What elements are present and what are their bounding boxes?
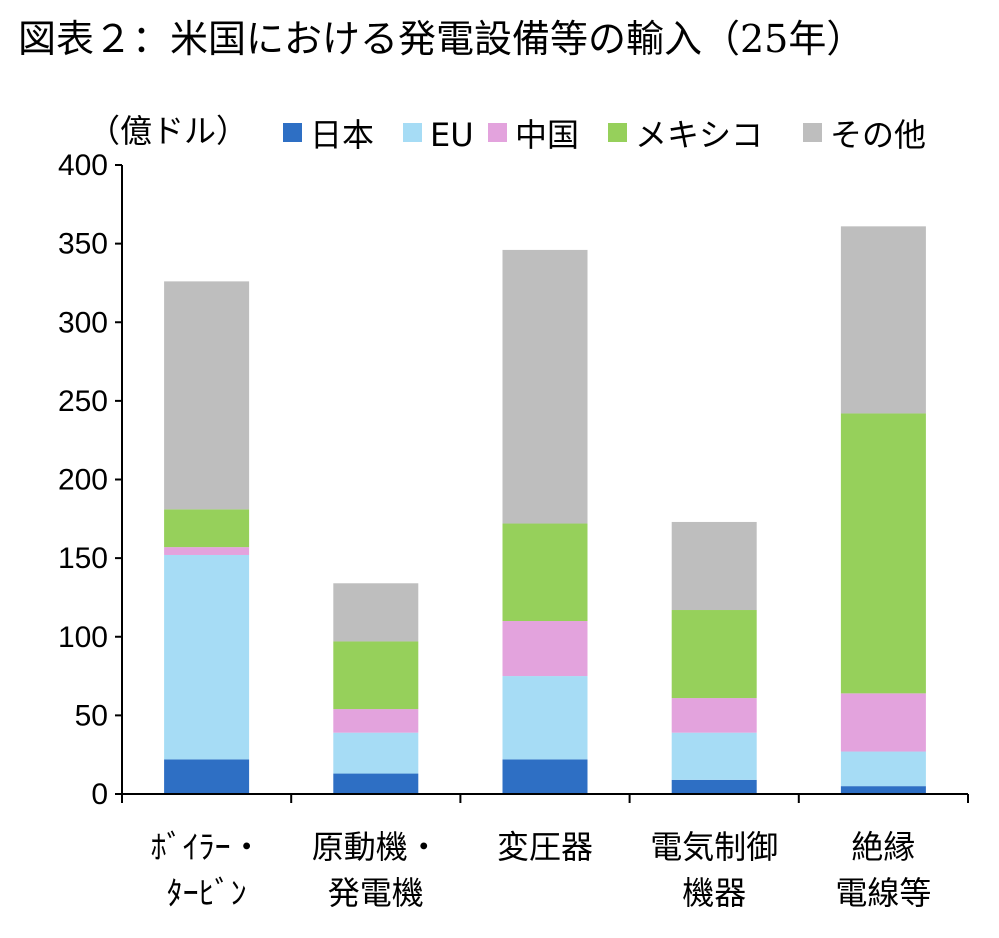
bar-segment-5-4: [840, 413, 926, 694]
y-tick-label-250: 250: [58, 385, 108, 418]
legend-label-1: 日本: [310, 116, 374, 154]
category-label-1: ﾎﾞｲﾗｰ・ ﾀｰﾋﾞﾝ: [151, 828, 263, 912]
legend-label-4: メキシコ: [635, 116, 763, 154]
bar-segment-3-1: [502, 759, 588, 794]
bar-segment-4-3: [671, 698, 757, 733]
category-label-line: ﾀｰﾋﾞﾝ: [167, 874, 247, 912]
bar-segment-2-5: [333, 583, 419, 642]
bar-segment-1-4: [164, 509, 250, 548]
bar-segment-2-3: [333, 709, 419, 733]
y-axis-unit-label: （億ドル）: [88, 112, 248, 150]
chart-title: 図表２：米国における発電設備等の輸入（25年）: [18, 17, 865, 61]
category-label-line: 電線等: [835, 874, 931, 912]
y-tick-label-350: 350: [58, 228, 108, 261]
y-tick-label-150: 150: [58, 542, 108, 575]
bar-segment-4-4: [671, 610, 757, 699]
category-label-5: 絶縁電線等: [835, 828, 931, 912]
bar-segment-3-3: [502, 621, 588, 677]
bar-segment-1-3: [164, 547, 250, 555]
category-label-line: 機器: [682, 874, 746, 912]
legend: （億ドル） 日本 EU 中国 メキシコ その他: [88, 112, 926, 154]
category-label-line: 絶縁: [851, 828, 915, 866]
bar-segment-3-4: [502, 523, 588, 622]
category-label-3: 変圧器: [497, 828, 593, 866]
legend-label-2: EU: [430, 116, 474, 154]
legend-swatch-1: [283, 123, 302, 142]
y-tick-label-300: 300: [58, 306, 108, 339]
category-label-line: 変圧器: [497, 828, 593, 866]
legend-swatch-3: [488, 123, 507, 142]
y-tick-label-400: 400: [58, 149, 108, 182]
y-tick-label-100: 100: [58, 621, 108, 654]
legend-label-5: その他: [830, 116, 926, 154]
bar-segment-3-5: [502, 249, 588, 524]
bar-segment-5-2: [840, 751, 926, 787]
legend-label-3: 中国: [515, 116, 579, 154]
bar-segment-2-4: [333, 641, 419, 710]
bar-segment-1-2: [164, 554, 250, 760]
bar-segment-5-3: [840, 693, 926, 752]
legend-swatch-4: [608, 123, 627, 142]
category-label-4: 電気制御機器: [650, 828, 778, 912]
category-label-line: ﾎﾞｲﾗｰ・: [151, 828, 263, 866]
category-label-line: 原動機・: [312, 828, 440, 866]
legend-swatch-2: [403, 123, 422, 142]
bar-segment-4-5: [671, 521, 757, 611]
bar-segment-5-5: [840, 226, 926, 414]
bar-segment-4-2: [671, 732, 757, 780]
bar-segment-4-1: [671, 779, 757, 794]
category-label-line: 電気制御: [650, 828, 778, 866]
category-label-line: 発電機: [328, 874, 424, 912]
y-tick-label-0: 0: [91, 778, 108, 811]
legend-swatch-5: [803, 123, 822, 142]
y-tick-label-50: 50: [75, 699, 108, 732]
bar-segment-2-1: [333, 773, 419, 794]
y-tick-label-200: 200: [58, 464, 108, 497]
bar-segment-2-2: [333, 732, 419, 774]
bar-segment-3-2: [502, 676, 588, 760]
bar-segment-5-1: [840, 786, 926, 794]
bars-layer: [164, 226, 926, 794]
bar-segment-1-1: [164, 759, 250, 794]
axes-layer: 0 50 100 150 200 250 300 350 400 ﾎﾞｲﾗｰ・ ﾀｰﾋﾞﾝ 原動機・発…: [58, 149, 969, 912]
category-label-2: 原動機・発電機: [312, 828, 440, 912]
bar-segment-1-5: [164, 281, 250, 510]
